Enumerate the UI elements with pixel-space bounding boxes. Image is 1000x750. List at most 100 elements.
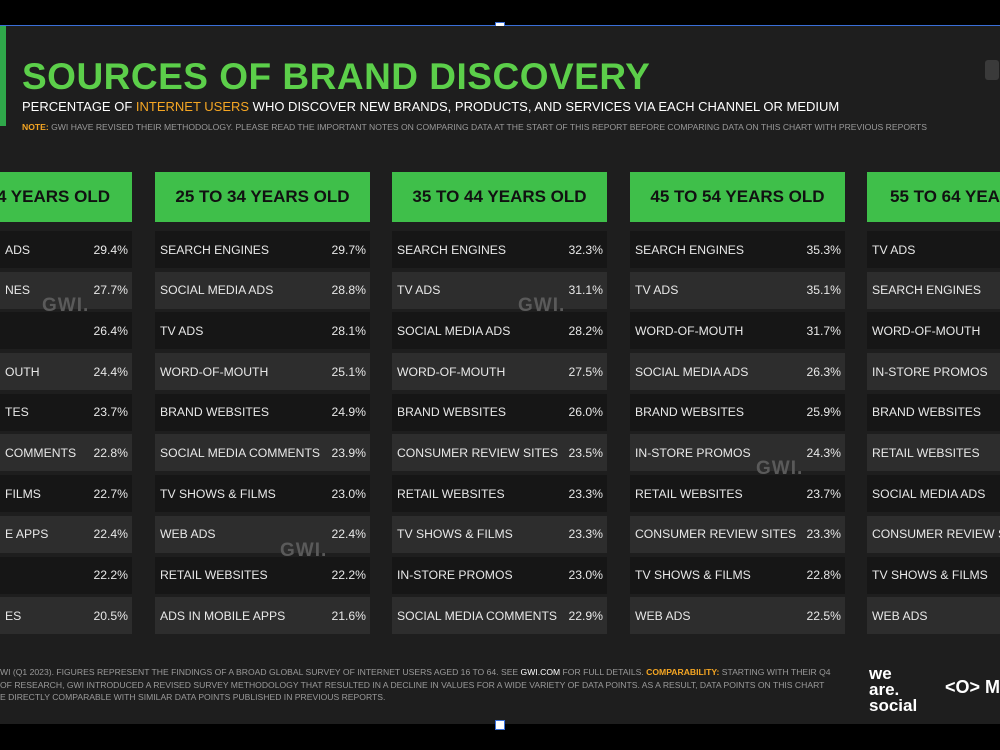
resize-handle-bottom[interactable] [495,720,505,730]
channel-label: WORD-OF-MOUTH [160,364,269,379]
channel-label: RETAIL WEBSITES [635,486,743,501]
age-group-column: 45 TO 54 YEARS OLD SEARCH ENGINES 35.3% TV … [630,172,845,638]
table-row: CONSUMER REVIEW SITES 23.3% [630,515,845,553]
percentage-value: 35.1% [806,283,841,298]
percentage-value: 35.3% [806,242,841,257]
percentage-value: 29.7% [331,242,366,257]
percentage-value: 24.3% [806,445,841,460]
footer-line-3: E DIRECTLY COMPARABLE WITH SIMILAR DATA … [0,692,386,702]
table-row: SEARCH ENGINES 35.3% [630,231,845,268]
table-row: CONSUMER REVIEW SITES 23.5% [392,434,607,472]
channel-label: BRAND WEBSITES [160,405,270,420]
table-row: SEARCH ENGINES 29.7% [155,231,370,268]
table-row: WEB ADS [867,597,1000,635]
channel-label: TV SHOWS & FILMS [635,568,751,582]
channel-label: WORD-OF-MOUTH [397,364,506,379]
page-title: SOURCES OF BRAND DISCOVERY [22,56,651,97]
channel-label: ES [5,608,22,623]
channel-label: SEARCH ENGINES [397,242,507,257]
accent-bar [0,26,6,126]
datareportal-logo-icon [985,60,999,80]
data-rows: ADS 29.4% NES 27.7% 26.4% OUTH 24.4% TES 23.7% CO… [0,231,132,635]
channel-label: RETAIL WEBSITES [397,486,505,501]
table-row: SOCIAL MEDIA COMMENTS 22.9% [392,597,607,635]
table-row: SEARCH ENGINES [867,271,1000,309]
percentage-value: 22.4% [331,527,366,542]
age-group-header: 55 TO 64 YEA [867,172,1000,222]
table-row: TV ADS 28.1% [155,312,370,350]
channel-label: CONSUMER REVIEW SITES [397,445,559,460]
age-group-column: 25 TO 34 YEARS OLD SEARCH ENGINES 29.7% SOC… [155,172,370,638]
footer-line-1: WI (Q1 2023). FIGURES REPRESENT THE FIND… [0,667,831,677]
percentage-value: 22.4% [93,527,128,542]
data-rows: SEARCH ENGINES 29.7% SOCIAL MEDIA ADS 28.8%… [155,231,370,635]
gwi-watermark: GWI. [756,458,804,479]
table-row: 22.2% [0,556,132,594]
table-row: 26.4% [0,312,132,350]
table-row: BRAND WEBSITES 24.9% [155,393,370,431]
percentage-value: 23.0% [568,568,603,582]
table-row: TV ADS 31.1% [392,271,607,309]
percentage-value: 31.1% [568,283,603,298]
table-row: OUTH 24.4% [0,353,132,391]
percentage-value: 31.7% [806,323,841,338]
percentage-value: 23.7% [93,405,128,420]
table-row: TV SHOWS & FILMS [867,556,1000,594]
footer-line-2: OF RESEARCH, GWI INTRODUCED A REVISED SU… [0,679,825,690]
percentage-value: 23.5% [568,445,603,460]
channel-label: IN-STORE PROMOS [397,568,513,582]
channel-label: OUTH [5,364,40,379]
channel-label: SEARCH ENGINES [635,242,745,257]
table-row: ES 20.5% [0,597,132,635]
channel-label: WORD-OF-MOUTH [872,323,981,338]
channel-label: RETAIL WEBSITES [160,568,268,582]
percentage-value: 23.3% [806,527,841,542]
table-row: RETAIL WEBSITES 22.2% [155,556,370,594]
subtitle: PERCENTAGE OF INTERNET USERS WHO DISCOVE… [22,99,839,114]
percentage-value: 22.2% [331,568,366,582]
table-row: IN-STORE PROMOS 23.0% [392,556,607,594]
we-are-social-logo: we are. social [869,664,918,715]
age-group-header: 24 YEARS OLD [0,172,132,222]
channel-label: SOCIAL MEDIA ADS [160,283,274,298]
table-row: IN-STORE PROMOS [867,353,1000,391]
channel-label: TV SHOWS & FILMS [397,527,513,542]
percentage-value: 22.7% [93,486,128,501]
channel-label: SOCIAL MEDIA ADS [872,486,986,501]
percentage-value: 23.3% [568,527,603,542]
percentage-value: 27.5% [568,364,603,379]
gwi-watermark: GWI. [518,295,566,316]
table-row: RETAIL WEBSITES 23.3% [392,475,607,513]
channel-label: BRAND WEBSITES [872,405,982,420]
age-group-column: 55 TO 64 YEA TV ADS SEARCH ENGINES WORD-OF-… [867,172,1000,638]
table-row: WORD-OF-MOUTH 27.5% [392,353,607,391]
channel-label: BRAND WEBSITES [635,405,745,420]
table-row: SOCIAL MEDIA ADS 28.2% [392,312,607,350]
percentage-value: 24.9% [331,405,366,420]
channel-label: WEB ADS [160,527,216,542]
table-row: IN-STORE PROMOS 24.3% [630,434,845,472]
percentage-value: 24.4% [93,364,128,379]
channel-label: BRAND WEBSITES [397,405,507,420]
footer-link[interactable]: GWI.COM [520,667,561,677]
age-group-header: 35 TO 44 YEARS OLD [392,172,607,222]
subtitle-highlight: INTERNET USERS [135,99,250,114]
channel-label: TES [5,405,29,420]
percentage-value: 25.9% [806,405,841,420]
table-row: TV SHOWS & FILMS 23.0% [155,475,370,513]
percentage-value: 29.4% [93,242,128,257]
table-row: E APPS 22.4% [0,515,132,553]
channel-label: SOCIAL MEDIA COMMENTS [397,608,558,623]
table-row: WEB ADS 22.5% [630,597,845,635]
channel-label: CONSUMER REVIEW SITE [872,527,1000,542]
channel-label: TV ADS [397,283,441,298]
table-row: BRAND WEBSITES 25.9% [630,393,845,431]
channel-label: CONSUMER REVIEW SITES [635,527,797,542]
table-row: BRAND WEBSITES [867,393,1000,431]
meltwater-logo: <O> M [945,677,1000,697]
table-row: NES 27.7% [0,271,132,309]
table-row: WORD-OF-MOUTH [867,312,1000,350]
percentage-value: 32.3% [568,242,603,257]
channel-label: E APPS [5,527,49,542]
table-row: SEARCH ENGINES 32.3% [392,231,607,268]
